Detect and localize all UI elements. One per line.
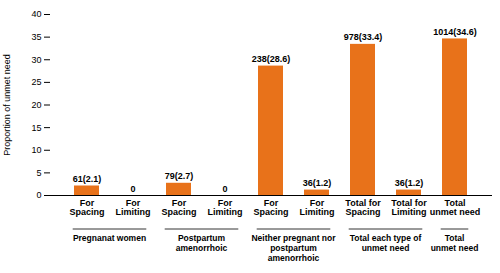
- svg-text:61(2.1): 61(2.1): [73, 174, 102, 184]
- svg-text:Totalunmet need: Totalunmet need: [430, 198, 481, 217]
- svg-text:ForSpacing: ForSpacing: [253, 198, 288, 217]
- svg-text:40: 40: [31, 9, 41, 19]
- svg-text:0: 0: [130, 184, 135, 194]
- svg-text:ForSpacing: ForSpacing: [161, 198, 196, 217]
- svg-text:20: 20: [31, 100, 41, 110]
- svg-text:Totalunmet need: Totalunmet need: [431, 233, 479, 253]
- svg-text:ForLimiting: ForLimiting: [208, 198, 243, 217]
- svg-text:ForLimiting: ForLimiting: [116, 198, 151, 217]
- svg-text:Total forSpacing: Total forSpacing: [345, 198, 381, 217]
- svg-text:36(1.2): 36(1.2): [395, 178, 424, 188]
- svg-text:Postpartumamenorrhoic: Postpartumamenorrhoic: [176, 233, 228, 253]
- svg-text:238(28.6): 238(28.6): [252, 54, 291, 64]
- svg-text:Pregnanat women: Pregnanat women: [73, 233, 146, 243]
- svg-text:5: 5: [36, 168, 41, 178]
- svg-text:Total each type ofunmet need: Total each type ofunmet need: [350, 233, 422, 253]
- svg-text:1014(34.6): 1014(34.6): [433, 27, 477, 37]
- svg-text:0: 0: [222, 184, 227, 194]
- svg-text:0: 0: [36, 190, 41, 200]
- svg-text:Neither pregnant norpostpartum: Neither pregnant norpostpartumamenorrhoi…: [251, 233, 336, 263]
- svg-text:35: 35: [31, 32, 41, 42]
- svg-text:Proportion of unmet need: Proportion of unmet need: [2, 54, 12, 156]
- svg-text:10: 10: [31, 145, 41, 155]
- svg-text:ForLimiting: ForLimiting: [300, 198, 335, 217]
- svg-text:Total forLimiting: Total forLimiting: [391, 198, 427, 217]
- svg-text:15: 15: [31, 123, 41, 133]
- svg-text:30: 30: [31, 55, 41, 65]
- svg-text:79(2.7): 79(2.7): [165, 171, 194, 181]
- svg-text:978(33.4): 978(33.4): [344, 32, 383, 42]
- svg-text:25: 25: [31, 77, 41, 87]
- svg-text:36(1.2): 36(1.2): [303, 178, 332, 188]
- svg-text:ForSpacing: ForSpacing: [69, 198, 104, 217]
